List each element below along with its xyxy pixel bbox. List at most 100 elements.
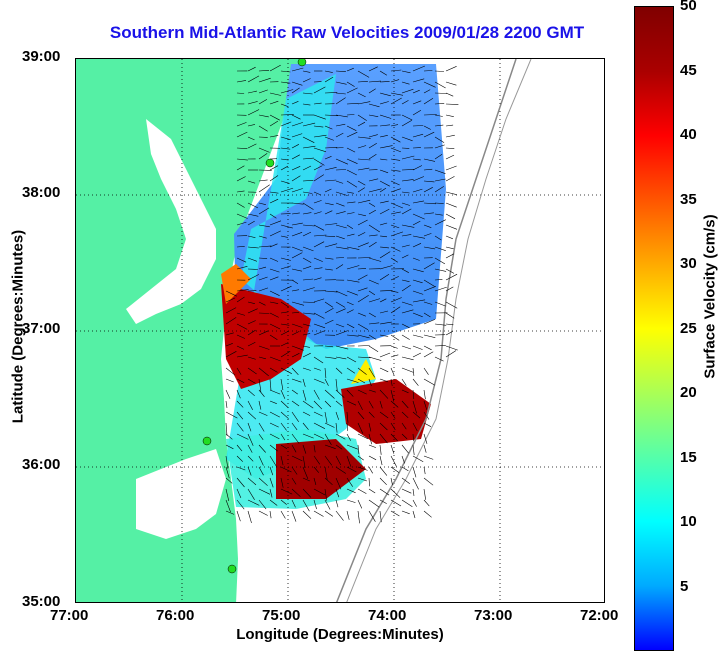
- velocity-arrow: [357, 444, 360, 454]
- velocity-arrow: [379, 158, 388, 161]
- velocity-arrow: [357, 466, 368, 471]
- velocity-arrow: [379, 367, 389, 373]
- velocity-arrow: [280, 488, 293, 495]
- velocity-arrow: [324, 92, 338, 94]
- velocity-arrow: [368, 510, 376, 522]
- velocity-arrow: [335, 191, 348, 196]
- velocity-arrow: [357, 287, 368, 292]
- velocity-arrow: [236, 433, 249, 440]
- velocity-arrow: [390, 433, 398, 442]
- velocity-arrow: [258, 488, 271, 495]
- velocity-arrow: [269, 389, 281, 395]
- velocity-arrow: [357, 334, 370, 339]
- strong-current-mouth: [221, 284, 311, 389]
- velocity-arrow: [335, 466, 346, 474]
- velocity-arrow: [280, 165, 289, 171]
- velocity-arrow: [434, 144, 445, 149]
- velocity-arrow: [368, 103, 380, 108]
- velocity-arrow: [390, 97, 402, 105]
- velocity-arrow: [423, 466, 426, 475]
- velocity-arrow: [357, 242, 369, 248]
- velocity-arrow: [335, 367, 343, 374]
- velocity-arrow: [401, 70, 411, 74]
- velocity-arrow: [236, 202, 245, 208]
- velocity-arrow: [225, 332, 234, 336]
- velocity-arrow: [412, 279, 423, 284]
- velocity-arrow: [346, 233, 355, 237]
- velocity-arrow: [368, 334, 377, 340]
- velocity-arrow: [335, 81, 347, 85]
- velocity-arrow: [291, 81, 303, 86]
- velocity-arrow: [423, 312, 431, 318]
- velocity-arrow: [313, 400, 323, 410]
- velocity-arrow: [269, 114, 280, 121]
- velocity-arrow: [423, 422, 432, 427]
- velocity-arrow: [445, 273, 458, 281]
- velocity-arrows: [225, 64, 459, 524]
- velocity-arrow: [313, 114, 326, 120]
- velocity-arrow: [412, 411, 421, 419]
- velocity-arrow: [335, 301, 346, 308]
- velocity-arrow: [412, 176, 425, 182]
- velocity-arrow: [236, 510, 241, 522]
- velocity-arrow: [412, 299, 426, 303]
- velocity-arrow: [313, 211, 322, 215]
- velocity-arrow: [280, 114, 294, 116]
- velocity-arrow: [258, 224, 270, 228]
- velocity-arrow: [445, 147, 455, 149]
- velocity-arrow: [291, 323, 303, 328]
- velocity-arrow: [247, 109, 260, 116]
- velocity-arrow: [423, 411, 430, 420]
- velocity-arrow: [412, 235, 426, 239]
- velocity-arrow: [390, 257, 398, 263]
- x-tick-label: 73:00: [474, 607, 513, 624]
- velocity-arrow: [258, 245, 272, 248]
- velocity-arrow: [390, 297, 402, 303]
- velocity-arrow: [401, 499, 413, 508]
- velocity-arrow: [346, 422, 348, 431]
- velocity-arrow: [324, 114, 338, 116]
- velocity-arrow: [412, 345, 423, 350]
- velocity-arrow: [357, 455, 364, 461]
- velocity-arrow: [291, 389, 298, 395]
- velocity-arrow: [324, 202, 334, 206]
- velocity-arrow: [412, 290, 424, 295]
- velocity-arrow: [269, 175, 279, 182]
- velocity-arrow: [280, 411, 289, 419]
- velocity-arrow: [269, 334, 278, 340]
- map-title: Southern Mid-Atlantic Raw Velocities 200…: [109, 23, 585, 42]
- velocity-arrow: [368, 178, 379, 182]
- velocity-arrow: [269, 301, 279, 304]
- velocity-arrow: [434, 301, 446, 307]
- velocity-arrow: [335, 211, 346, 215]
- velocity-arrow: [280, 103, 289, 107]
- velocity-arrow: [379, 400, 383, 409]
- velocity-arrow: [313, 174, 324, 182]
- velocity-arrow: [236, 158, 248, 161]
- velocity-arrow: [401, 477, 410, 484]
- velocity-arrow: [225, 510, 235, 515]
- velocity-arrow: [258, 99, 268, 105]
- velocity-arrow: [423, 98, 434, 105]
- velocity-arrow: [445, 124, 454, 127]
- velocity-arrow: [346, 103, 359, 105]
- velocity-arrow: [357, 312, 366, 317]
- velocity-arrow: [368, 209, 377, 215]
- velocity-arrow: [258, 433, 264, 440]
- velocity-arrow: [445, 81, 457, 86]
- velocity-arrow: [346, 81, 355, 87]
- velocity-arrow: [357, 199, 371, 204]
- velocity-arrow: [401, 433, 408, 440]
- velocity-arrow: [324, 210, 333, 215]
- velocity-arrow: [412, 243, 422, 248]
- velocity-arrow: [412, 165, 423, 171]
- velocity-arrow: [302, 301, 316, 303]
- velocity-arrow: [302, 180, 314, 182]
- velocity-arrow: [313, 477, 317, 485]
- velocity-arrow: [280, 422, 287, 431]
- velocity-arrow: [445, 154, 455, 160]
- velocity-arrow: [423, 131, 435, 138]
- velocity-arrow: [357, 219, 368, 226]
- velocity-arrow: [445, 224, 458, 230]
- velocity-arrow: [423, 180, 435, 183]
